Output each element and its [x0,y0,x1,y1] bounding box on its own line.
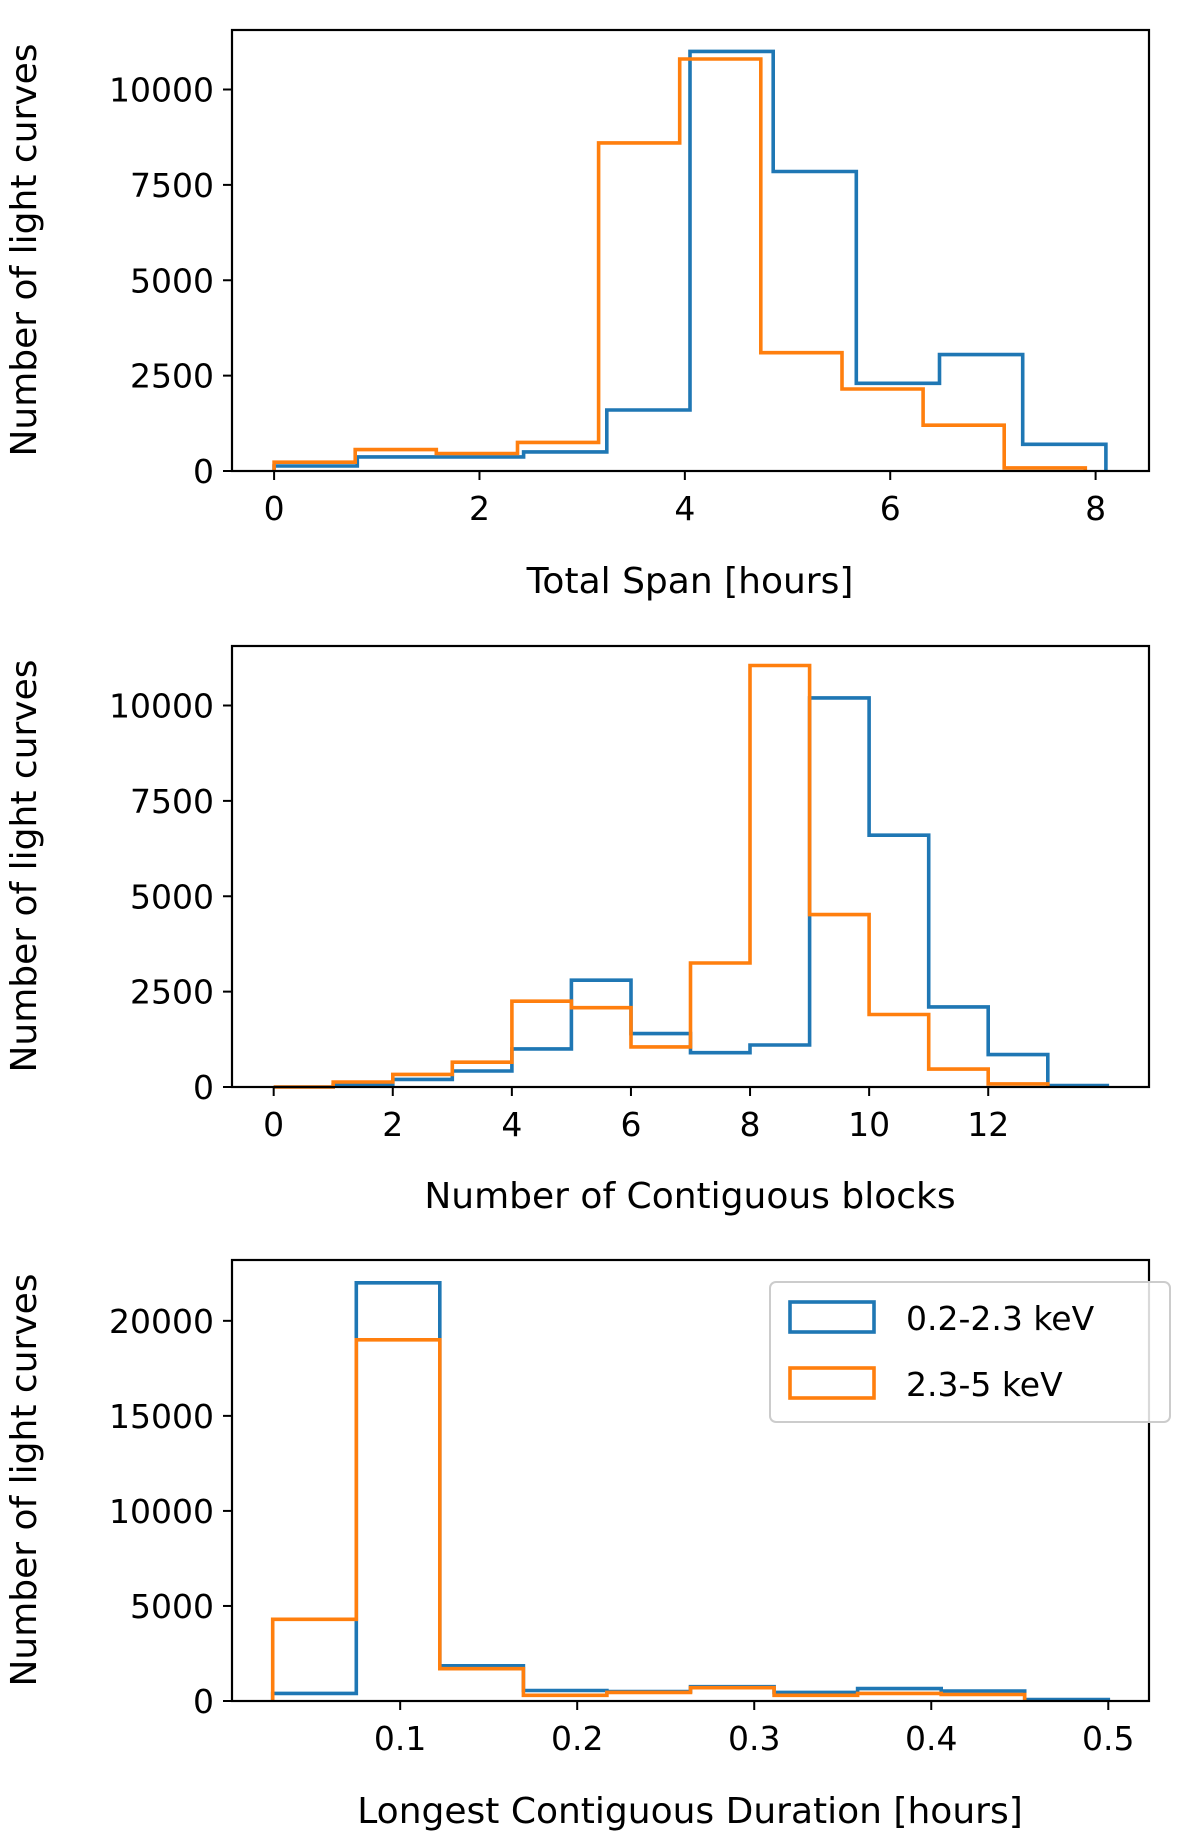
y-tick-label: 7500 [130,166,214,205]
x-tick-label: 0 [263,1105,284,1144]
x-tick-label: 8 [1085,489,1106,528]
y-axis-label: Number of light curves [4,43,45,456]
y-tick-label: 10000 [109,1492,214,1531]
series-step-orange [273,663,1050,1089]
legend-swatch-orange [788,1366,876,1400]
x-tick-label: 0.1 [374,1719,426,1758]
x-tick-label: 10 [848,1105,890,1144]
x-tick-label: 0 [264,489,285,528]
series-lines [272,49,1108,471]
y-tick-label: 2500 [130,357,214,396]
axes-frame [230,28,1151,473]
y-axis-label: Number of light curves [4,1273,45,1686]
y-axis-label: Number of light curves [4,659,45,1072]
x-axis-label: Total Span [hours] [526,561,854,602]
y-tick-label: 2500 [130,973,214,1012]
legend-box [769,1281,1171,1423]
series-step-blue [273,696,1110,1089]
y-tick-label: 7500 [130,782,214,821]
axes-frame [230,644,1151,1089]
axes-frame [230,1258,1151,1703]
x-tick-label: 0.2 [551,1719,603,1758]
legend-swatch-blue [788,1300,876,1334]
x-tick-label: 6 [880,489,901,528]
series-lines [273,663,1110,1089]
x-axis-label: Number of Contiguous blocks [424,1176,955,1217]
y-tick-label: 20000 [109,1302,214,1341]
y-tick-label: 5000 [130,877,214,916]
x-tick-label: 0.3 [728,1719,780,1758]
x-tick-label: 4 [501,1105,522,1144]
x-tick-label: 0.4 [905,1719,957,1758]
y-tick-label: 5000 [130,261,214,300]
series-step-blue [272,49,1108,471]
total-span-histogram-panel: 0 2 4 6 8 0 2500 5000 7500 10000 Total Span [hour… [4,28,1151,602]
legend: 0.2-2.3 keV 2.3-5 keV [769,1281,1171,1423]
series-lines [270,1281,1111,1702]
y-tick-label: 10000 [109,71,214,110]
x-tick-label: 2 [469,489,490,528]
x-tick-label: 6 [620,1105,641,1144]
y-tick-label: 0 [193,1682,214,1721]
y-tick-label: 0 [193,1068,214,1107]
axis-ticks: 0.1 0.2 0.3 0.4 0.5 0 5000 10000 15000 20000 [109,1302,1135,1758]
series-step-orange [270,1338,1027,1701]
contiguous-blocks-histogram-panel: 0 2 4 6 8 10 12 0 2500 5000 7500 10000 Number of Co… [4,644,1151,1217]
legend-label-blue: 0.2-2.3 keV [906,1299,1095,1338]
y-tick-label: 5000 [130,1587,214,1626]
series-step-orange [272,57,1088,471]
x-tick-label: 12 [967,1105,1009,1144]
axis-ticks: 0 2 4 6 8 0 2500 5000 7500 10000 [109,71,1106,528]
x-tick-label: 2 [382,1105,403,1144]
y-tick-label: 10000 [109,687,214,726]
x-tick-label: 0.5 [1082,1719,1134,1758]
x-tick-label: 8 [740,1105,761,1144]
legend-label-orange: 2.3-5 keV [906,1365,1063,1404]
longest-duration-histogram-panel: 0.1 0.2 0.3 0.4 0.5 0 5000 10000 15000 20000 Long… [4,1258,1171,1832]
y-tick-label: 0 [193,452,214,491]
x-tick-label: 4 [674,489,695,528]
axis-ticks: 0 2 4 6 8 10 12 0 2500 5000 7500 10000 [109,687,1009,1144]
y-tick-label: 15000 [109,1397,214,1436]
x-axis-label: Longest Contiguous Duration [hours] [357,1791,1023,1832]
